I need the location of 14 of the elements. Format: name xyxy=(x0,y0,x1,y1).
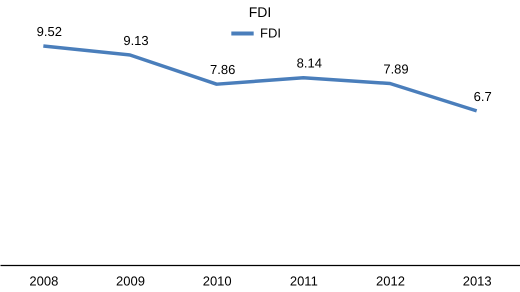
x-tick-label: 2011 xyxy=(290,274,318,288)
legend-label: FDI xyxy=(260,26,281,40)
chart-title: FDI xyxy=(248,4,272,20)
x-tick-label: 2010 xyxy=(202,274,232,288)
data-label: 6.7 xyxy=(474,88,492,104)
x-tick-label: 2008 xyxy=(29,274,58,288)
x-tick-label: 2009 xyxy=(116,274,145,288)
x-tick-label: 2013 xyxy=(462,274,492,288)
data-label: 7.89 xyxy=(383,61,409,76)
data-label: 9.13 xyxy=(123,32,149,48)
data-label: 9.52 xyxy=(36,24,62,39)
data-label: 7.86 xyxy=(210,62,236,78)
data-label: 8.14 xyxy=(296,56,322,71)
x-tick-label: 2012 xyxy=(376,274,405,288)
